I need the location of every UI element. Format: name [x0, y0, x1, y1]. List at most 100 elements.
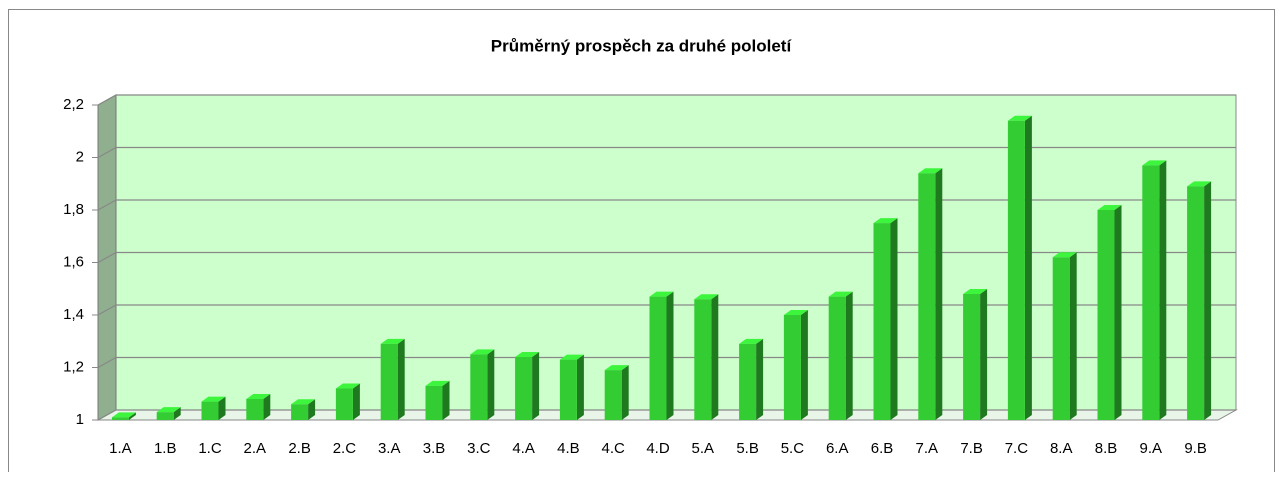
y-tick-label: 1,2 — [63, 358, 84, 375]
bar-top — [1052, 252, 1077, 258]
x-tick-label: 6.B — [871, 440, 894, 457]
bar-side — [800, 310, 808, 420]
x-tick-label: 4.B — [557, 440, 580, 457]
x-tick-label: 4.A — [512, 440, 535, 457]
grid-line — [97, 94, 1236, 106]
bar-top — [246, 394, 271, 399]
x-tick-label: 1.A — [109, 440, 132, 457]
bar — [291, 404, 309, 420]
bar — [918, 173, 936, 420]
bar-top — [515, 352, 540, 357]
y-tick-label: 1,6 — [63, 253, 84, 270]
grid-line — [97, 251, 1236, 264]
bar-side — [1204, 181, 1212, 420]
x-tick-label: 8.B — [1095, 440, 1118, 457]
x-tick-label: 8.A — [1050, 440, 1073, 457]
grid-line — [97, 356, 1236, 369]
bar-side — [1069, 252, 1077, 420]
bar-side — [308, 399, 316, 420]
bar-side — [980, 289, 988, 420]
bar-top — [425, 380, 450, 386]
bar-top — [201, 396, 226, 402]
bar-top — [470, 349, 495, 355]
bar-top — [739, 338, 764, 344]
bar — [111, 417, 129, 420]
bar-side — [532, 352, 540, 420]
bar-top — [335, 383, 360, 389]
x-tick-label: 2.C — [333, 440, 357, 457]
bar-top — [918, 168, 943, 174]
x-tick-label: 9.B — [1184, 440, 1207, 457]
grid-line — [97, 146, 1236, 159]
x-tick-label: 5.B — [736, 440, 759, 457]
x-tick-label: 2.B — [288, 440, 311, 457]
bar-top — [694, 294, 719, 300]
bar-top — [649, 291, 674, 297]
bar — [246, 399, 264, 420]
x-tick-label: 5.A — [692, 440, 715, 457]
bar-side — [352, 383, 360, 420]
x-tick-label: 4.C — [602, 440, 626, 457]
bar-top — [559, 354, 584, 360]
x-tick-label: 7.B — [960, 440, 983, 457]
bar-top — [291, 399, 316, 405]
bar-side — [263, 394, 271, 420]
x-tick-label: 9.A — [1140, 440, 1163, 457]
bar-top — [783, 310, 808, 315]
bar-side — [845, 291, 853, 420]
bar-side — [397, 338, 405, 420]
bar — [1097, 210, 1115, 420]
bar-side — [621, 365, 629, 420]
bar-side — [666, 291, 674, 420]
bar-top — [604, 365, 629, 371]
x-tick-label: 5.C — [781, 440, 805, 457]
y-tick-label: 2,2 — [63, 96, 84, 113]
bar-side — [442, 380, 450, 420]
x-tick-label: 7.A — [916, 440, 939, 457]
grid-line — [97, 199, 1236, 211]
bar-side — [1159, 160, 1167, 420]
bar — [1187, 186, 1205, 420]
bar-side — [711, 294, 719, 420]
bar-side — [173, 407, 181, 420]
bar — [201, 401, 219, 420]
y-tick-label: 1 — [76, 411, 84, 428]
bar — [380, 343, 398, 420]
x-tick-label: 1.B — [154, 440, 177, 457]
bar — [1052, 257, 1070, 420]
bar — [1007, 120, 1025, 420]
bar-top — [1007, 115, 1032, 121]
bar-side — [1024, 115, 1032, 420]
bar-top — [1187, 181, 1212, 187]
bar-top — [963, 289, 988, 294]
bar — [873, 223, 891, 420]
bar — [649, 296, 667, 420]
bar-side — [128, 412, 136, 420]
bar-top — [1142, 160, 1167, 166]
bar — [335, 388, 353, 420]
bar-top — [111, 412, 136, 418]
bar — [1142, 165, 1160, 420]
bar — [425, 385, 443, 420]
x-tick-label: 7.C — [1005, 440, 1029, 457]
x-tick-label: 3.B — [423, 440, 446, 457]
bar-top — [380, 338, 405, 344]
x-tick-label: 4.D — [646, 440, 670, 457]
chart-title: Průměrný prospěch za druhé pololetí — [491, 36, 793, 55]
grid-line — [97, 409, 1236, 421]
bar-side — [576, 354, 584, 420]
bar — [515, 357, 533, 420]
bar-side — [935, 168, 943, 420]
bar-side — [218, 396, 226, 420]
bar — [783, 315, 801, 420]
bar-top — [156, 407, 181, 413]
bar — [828, 296, 846, 420]
grid-line — [97, 304, 1236, 316]
y-tick-label: 2 — [76, 148, 84, 165]
bar-side — [1114, 205, 1122, 420]
bar — [604, 370, 622, 420]
x-tick-label: 3.A — [378, 440, 401, 457]
x-tick-label: 6.A — [826, 440, 849, 457]
y-tick-label: 1,4 — [63, 306, 84, 323]
